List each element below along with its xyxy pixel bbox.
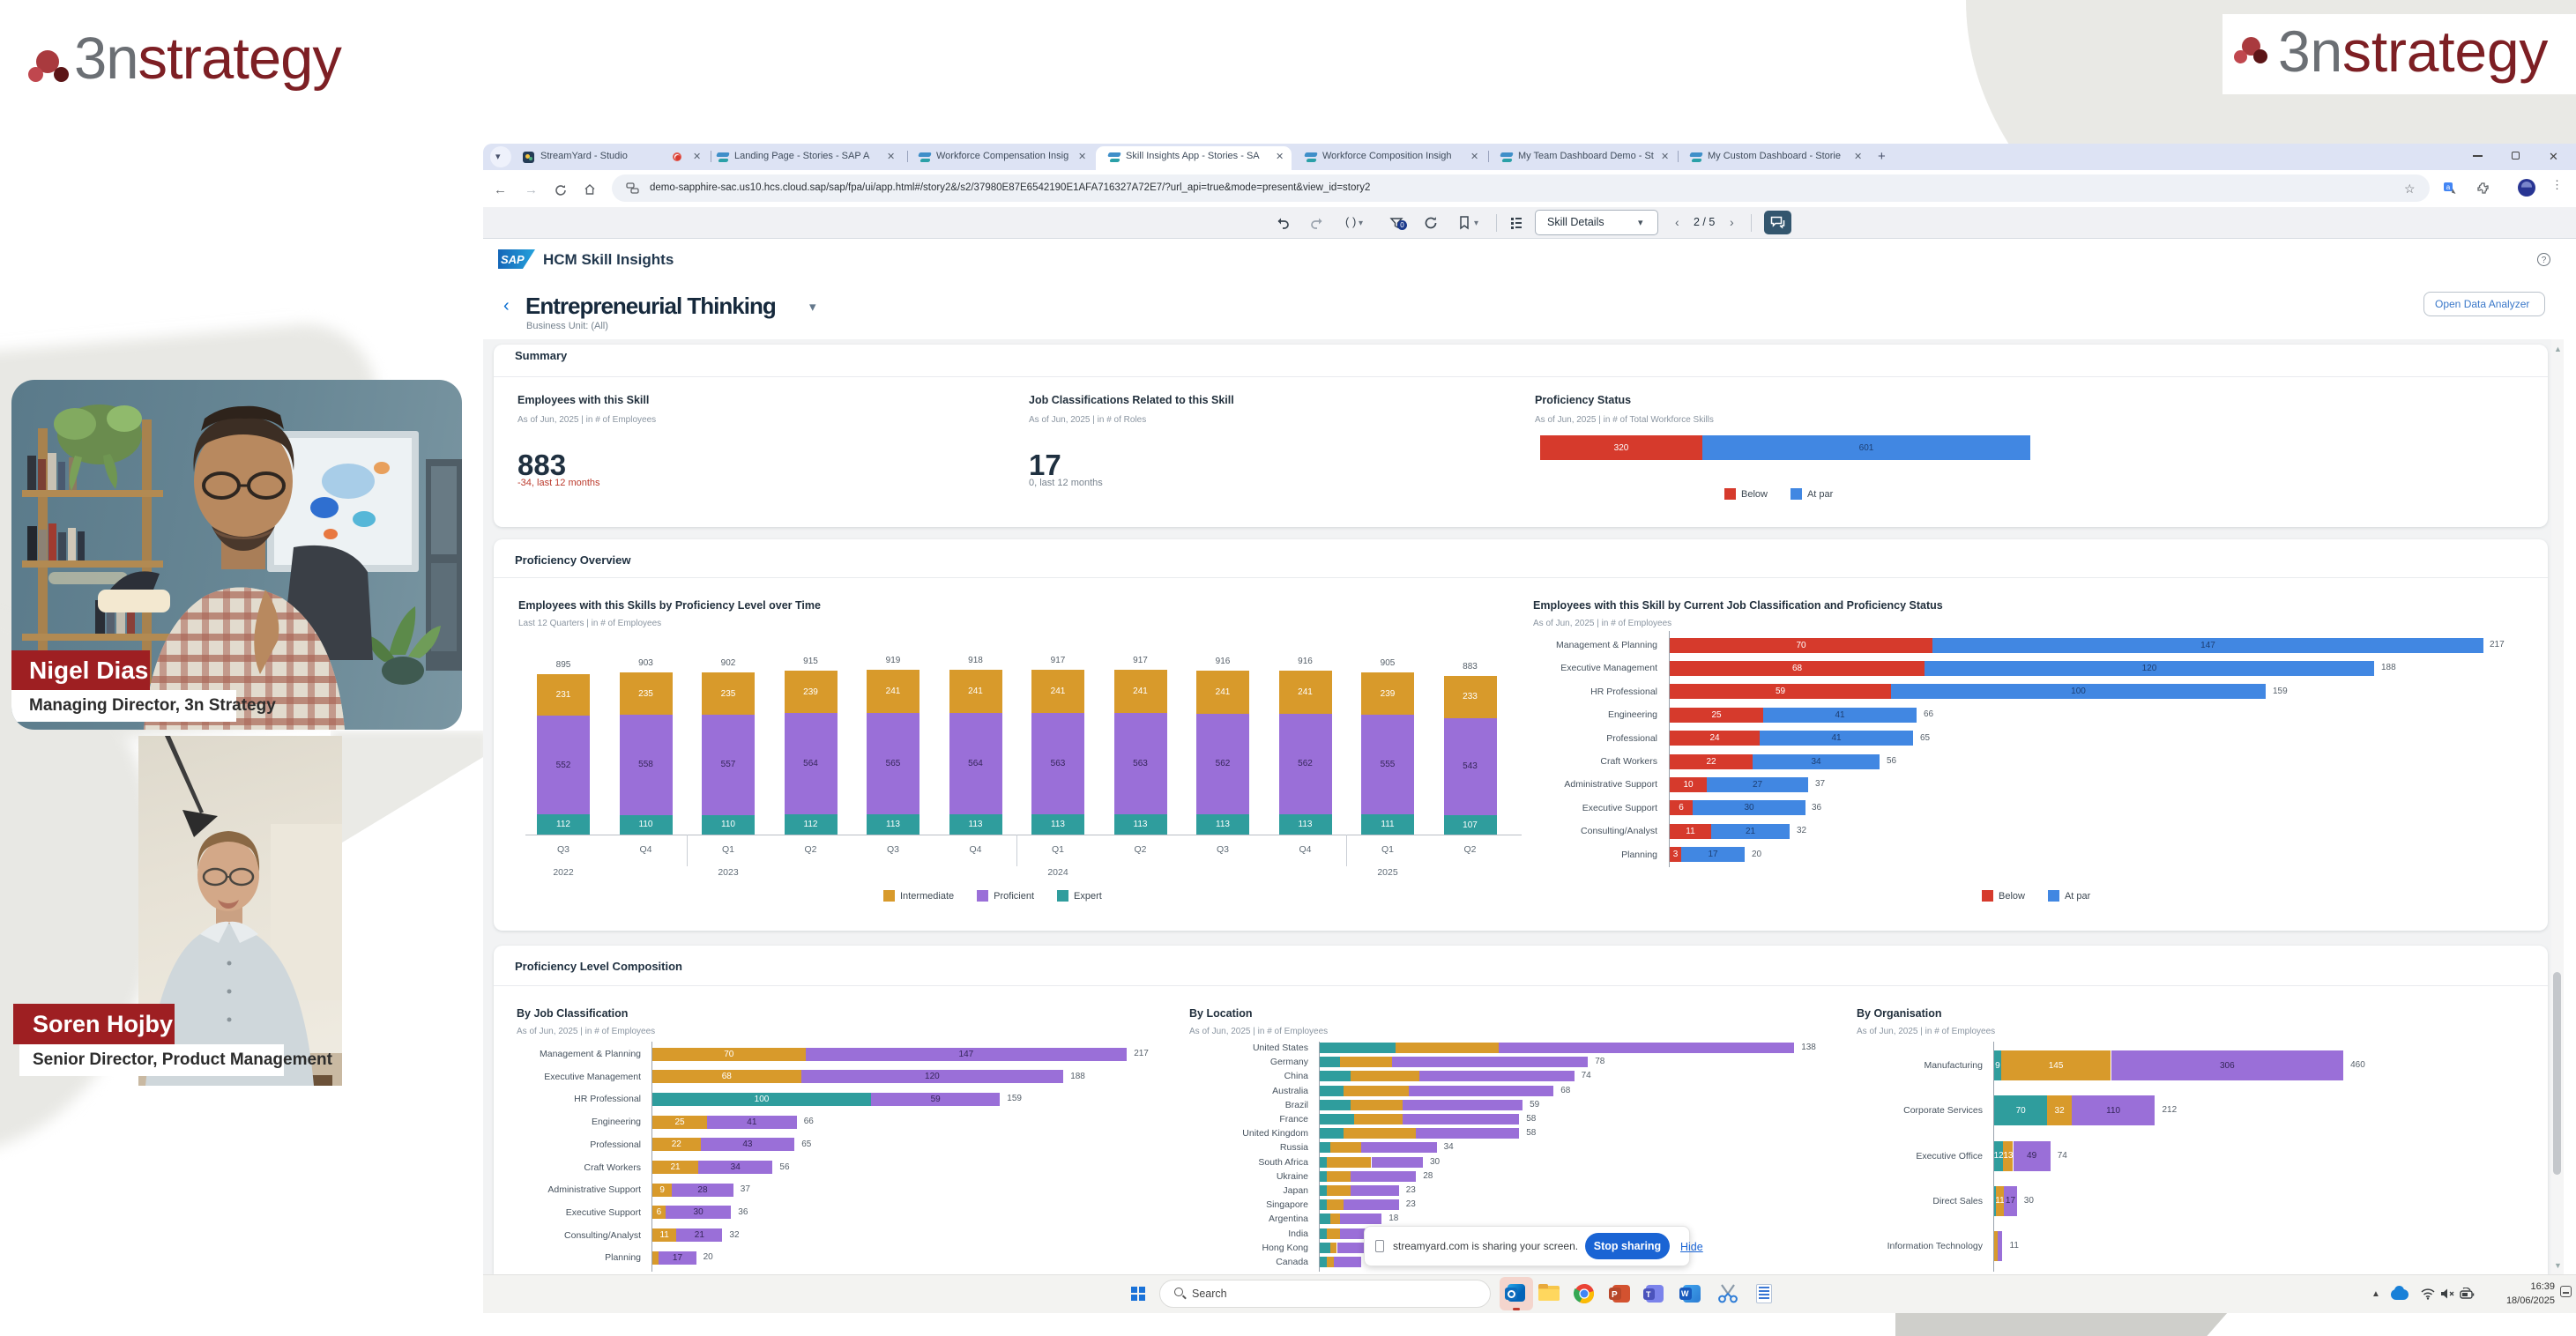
svg-text:a: a [2446, 183, 2451, 191]
svg-text:SAP: SAP [501, 253, 525, 266]
